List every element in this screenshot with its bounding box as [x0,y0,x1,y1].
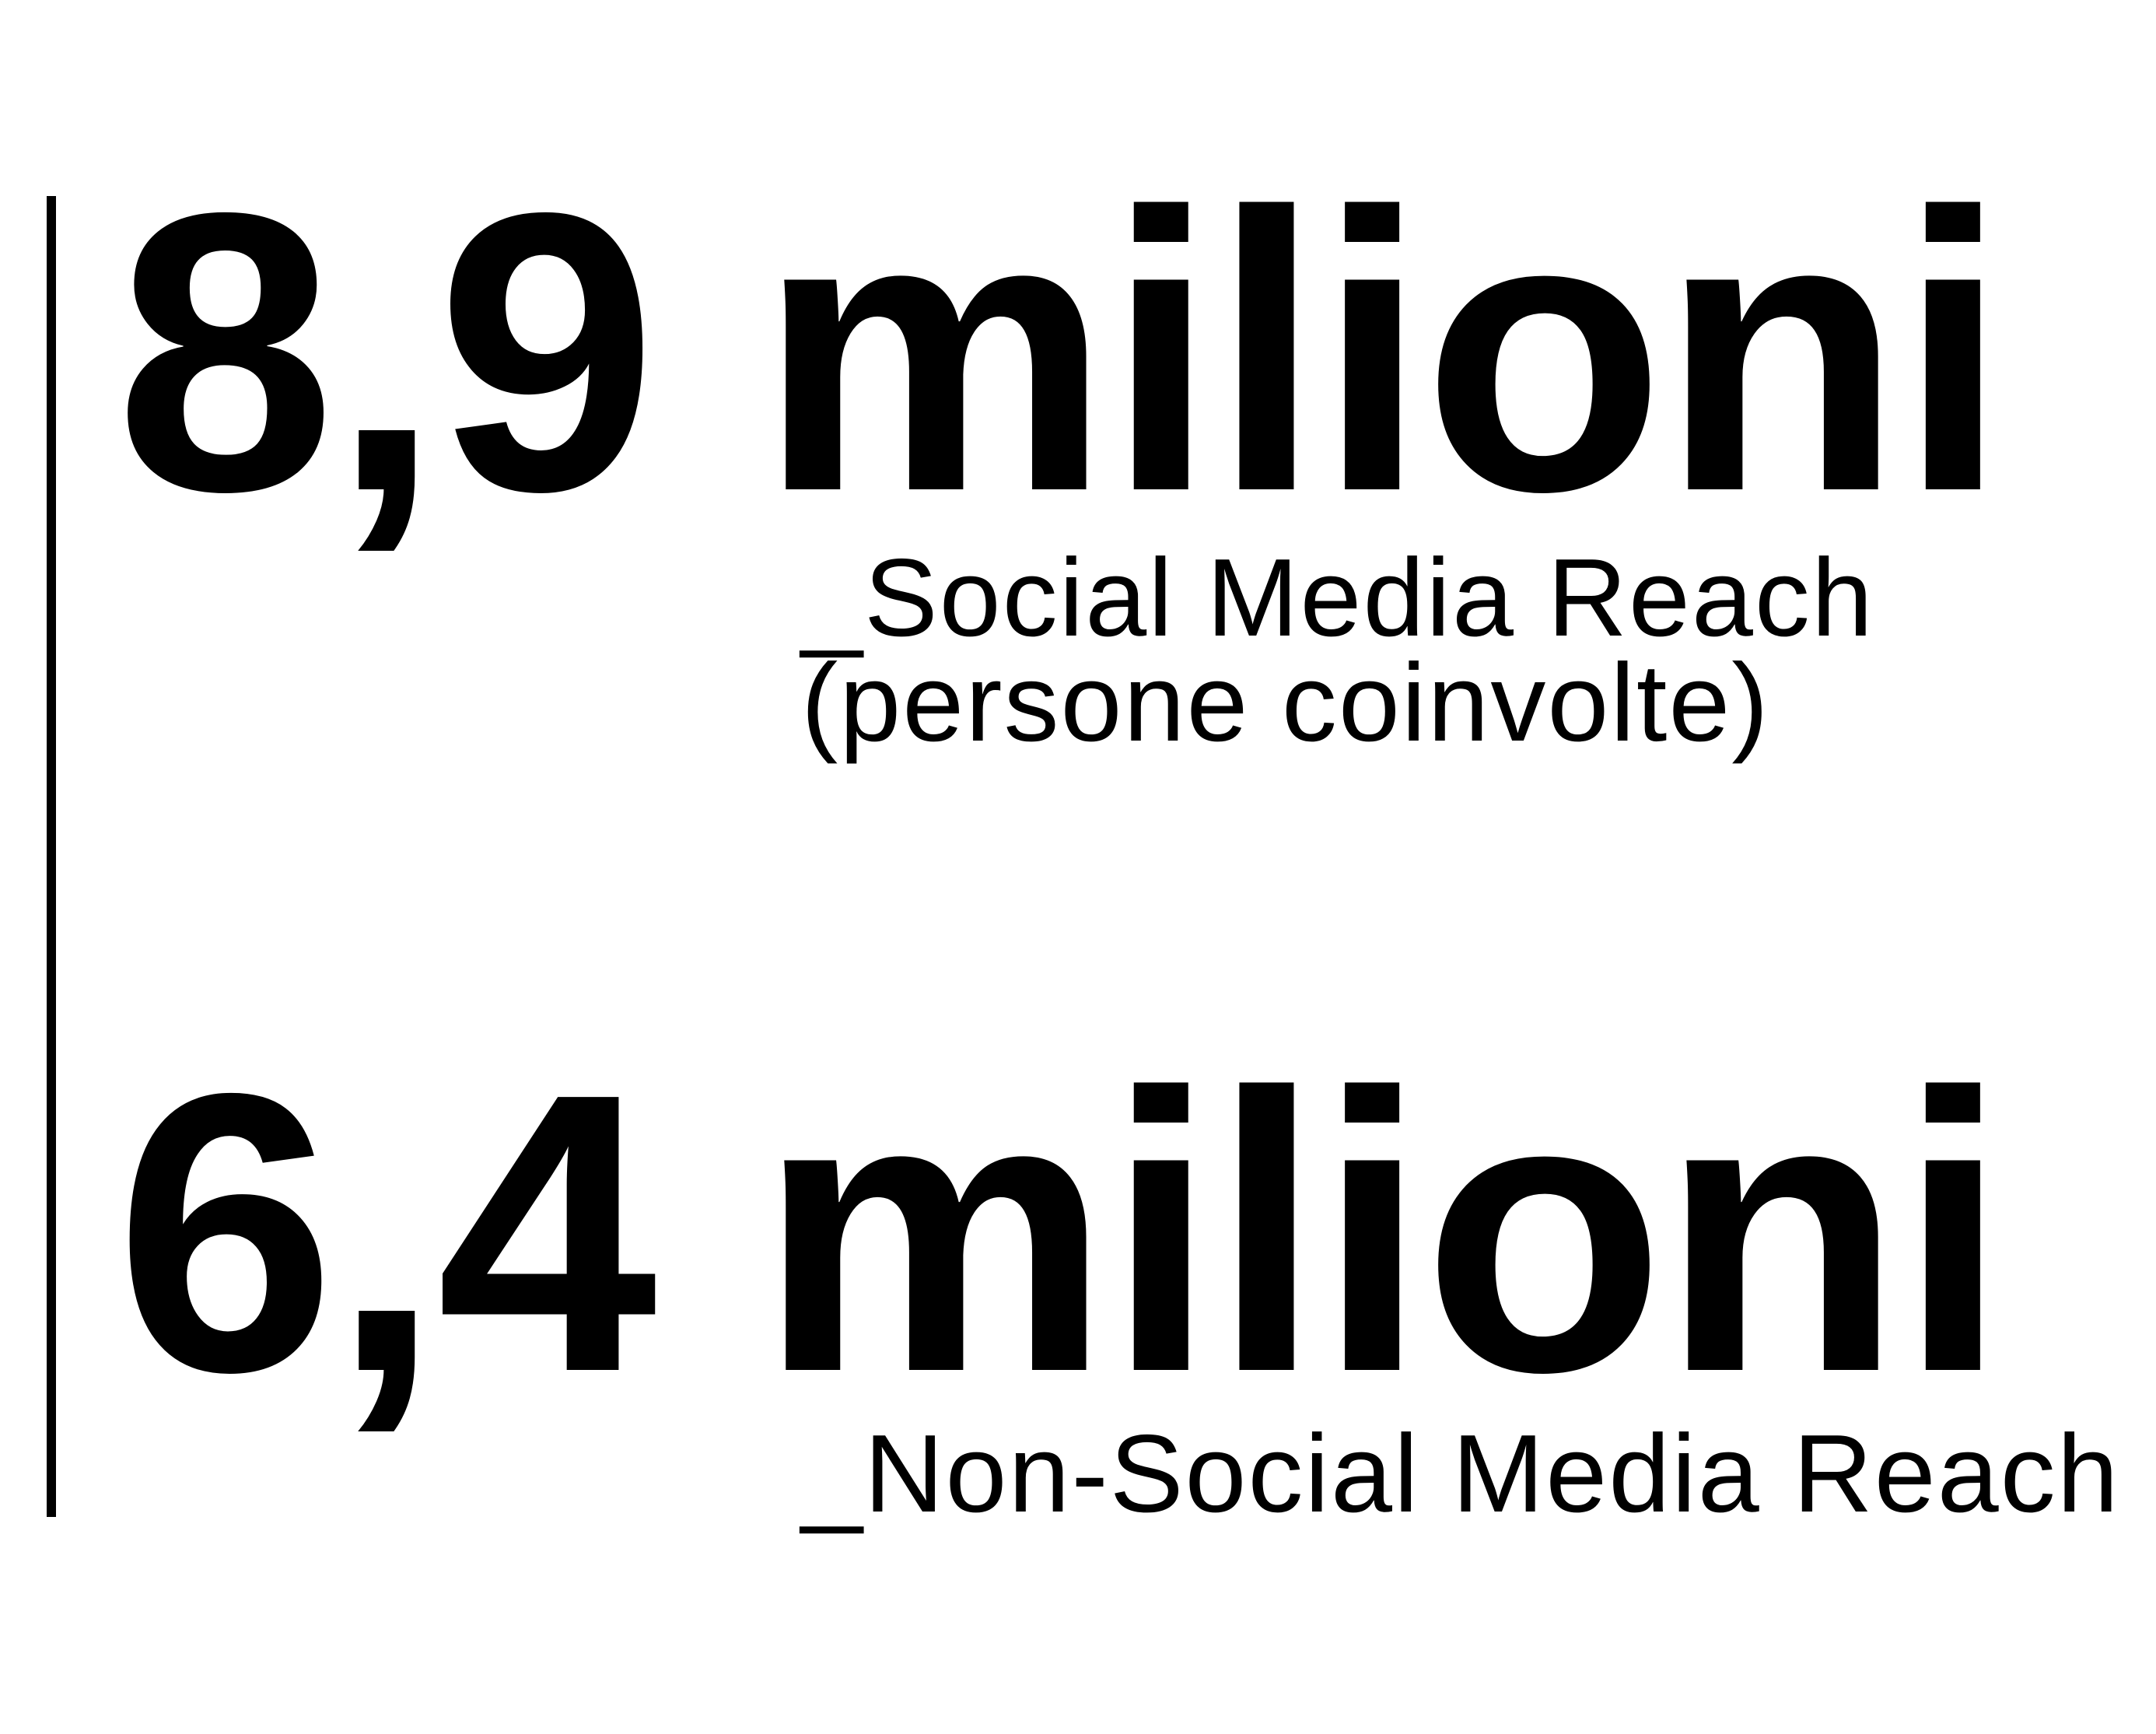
social-reach-label: _Social Media Reach [801,536,1874,660]
social-reach-value: 8,9 milioni [115,131,2008,574]
social-reach-sublabel: (persone coinvolte) [801,641,1770,765]
vertical-divider [47,196,56,1517]
non-social-reach-value: 6,4 milioni [115,1011,2008,1455]
non-social-reach-label: _Non-Social Media Reach [801,1412,2120,1536]
